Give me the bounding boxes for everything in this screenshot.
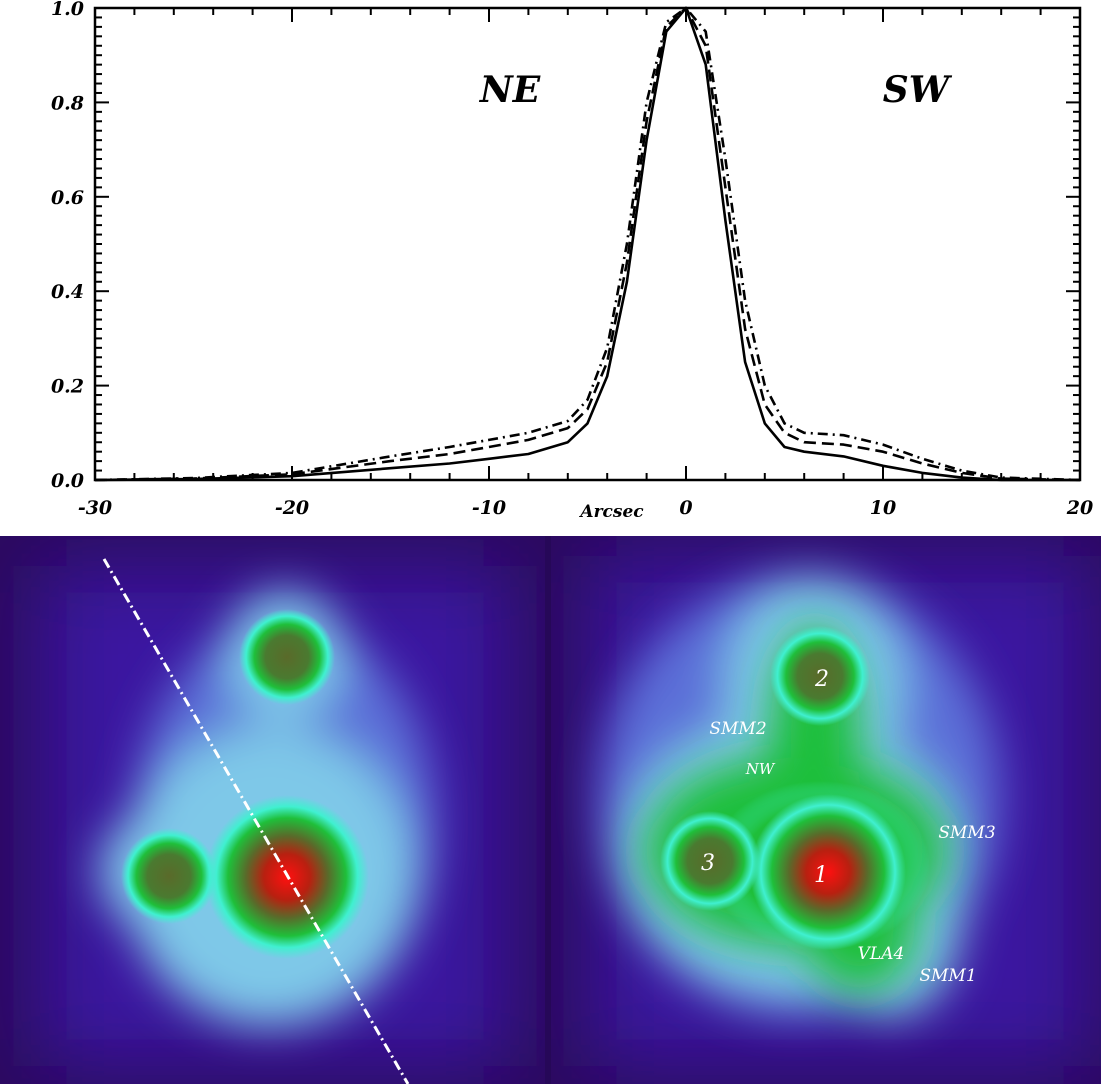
region-label-sw: SW [883,69,953,111]
series-line-solid [94,6,1080,482]
intensity-maps: 2 SMM2 NW 3 1 SMM3 VLA4 SMM1 [0,536,1101,1084]
y-tick-label: 0.4 [51,281,84,303]
right-source-2 [770,626,870,726]
x-tick-label: -30 [78,497,112,519]
y-tick-label: 0.8 [51,92,84,114]
label-source-2: 2 [814,667,829,692]
profile-chart: -30 -20 -10 0 10 20 0.0 0.2 0.4 0.6 0.8 1.0 Arcsec… [51,0,1093,522]
label-source-1: 1 [814,863,828,888]
x-tick-label: 20 [1066,497,1093,519]
x-tick-label: -20 [275,497,309,519]
label-source-3: 3 [701,851,715,876]
series-line-dashed [94,6,1081,482]
axis-ticks [94,7,1081,481]
x-axis-label: Arcsec [578,502,644,522]
x-tick-label: -10 [472,497,506,519]
right-map: 2 SMM2 NW 3 1 SMM3 VLA4 SMM1 [548,536,1101,1084]
label-vla4: VLA4 [858,944,905,964]
y-tick-label: 1.0 [51,0,84,20]
label-smm2: SMM2 [709,719,766,739]
y-tick-label: 0.0 [51,470,84,492]
series-line-dash-dot [94,6,1081,482]
region-label-ne: NE [479,69,541,111]
left-source-west [121,828,217,924]
left-source-north [239,609,335,705]
cut-line [102,558,410,1084]
x-tick-labels: -30 -20 -10 0 10 20 [78,497,1093,519]
profile-series [94,6,1081,482]
x-tick-label: 10 [870,497,896,519]
right-source-3 [660,811,760,911]
label-nw: NW [745,760,776,778]
label-smm1: SMM1 [919,966,976,986]
y-tick-label: 0.2 [51,376,84,398]
left-map [0,536,548,1084]
x-tick-label: 0 [679,497,692,519]
label-smm3: SMM3 [938,823,995,843]
y-tick-label: 0.6 [51,187,84,209]
y-tick-labels: 0.0 0.2 0.4 0.6 0.8 1.0 [51,0,84,492]
right-source-1 [750,794,906,950]
